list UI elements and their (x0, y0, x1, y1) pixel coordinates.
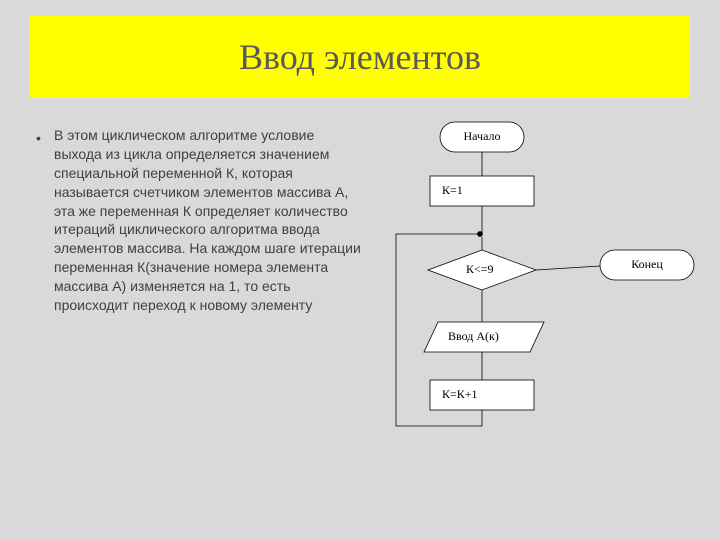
bullet-glyph: • (36, 130, 41, 146)
flow-label-start: Начало (464, 129, 501, 143)
flow-label-init: К=1 (442, 183, 463, 197)
flow-node-junction (478, 232, 483, 237)
flow-edge (536, 266, 600, 270)
flow-label-incr: К=К+1 (442, 387, 478, 401)
flow-label-end: Конец (631, 257, 663, 271)
title-bar: Ввод элементов (30, 16, 690, 98)
flow-label-cond: К<=9 (466, 262, 494, 276)
page-title: Ввод элементов (239, 36, 481, 78)
flow-label-input: Ввод А(к) (448, 329, 499, 343)
flowchart-area: Начало К=1 К<=9 Ввод А(к) К=К+1 Конец (380, 116, 710, 516)
description-paragraph: В этом циклическом алгоритме условие вых… (54, 126, 364, 315)
flowchart-svg: Начало К=1 К<=9 Ввод А(к) К=К+1 Конец (380, 116, 710, 516)
